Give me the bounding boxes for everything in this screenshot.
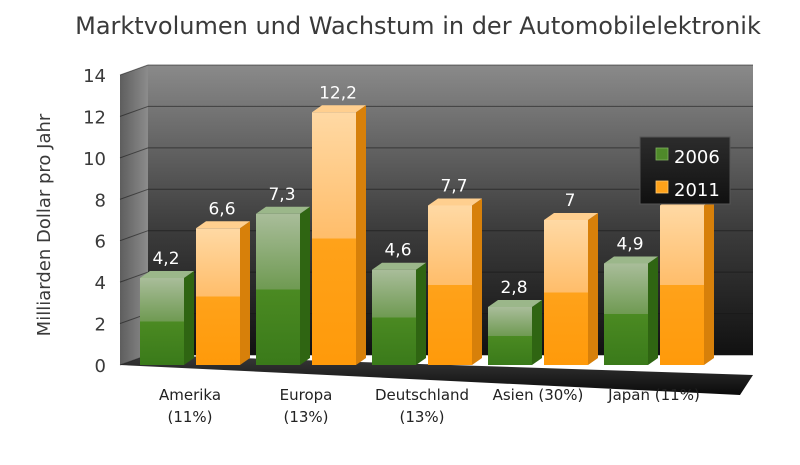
y-axis-ticks: 0 2 4 6 8 10 12 14 <box>83 66 106 377</box>
bar-2011 <box>196 228 240 365</box>
y-axis-label: Milliarden Dollar pro Jahr <box>34 113 55 336</box>
bar-2006 <box>140 278 184 365</box>
y-tick-label: 10 <box>83 149 106 170</box>
bar-2006 <box>256 213 300 365</box>
legend-label-2006: 2006 <box>674 147 720 168</box>
chart-title: Marktvolumen und Wachstum in der Automob… <box>75 12 761 40</box>
data-label-2011: 12,2 <box>319 83 357 103</box>
gridline-side <box>119 64 149 76</box>
bar-2011 <box>312 112 356 366</box>
y-tick-label: 6 <box>95 232 106 253</box>
bar-side-2006 <box>300 206 310 365</box>
bar-top-2006 <box>604 256 658 264</box>
bar-2006 <box>372 269 416 365</box>
bar-side-2011 <box>704 198 714 365</box>
bar-top-2011 <box>428 198 482 206</box>
bar-side-2011 <box>356 105 366 366</box>
legend-swatch-2011 <box>655 180 669 194</box>
data-label-2006: 4,9 <box>616 235 643 255</box>
data-label-2006: 4,6 <box>384 241 411 261</box>
bar-side-2006 <box>532 300 542 365</box>
y-tick-label: 0 <box>95 356 106 377</box>
y-tick-label: 4 <box>95 273 106 294</box>
y-tick-label: 12 <box>83 107 106 128</box>
bar-top-2006 <box>256 206 310 214</box>
bar-top-2006 <box>488 300 542 307</box>
data-label-2006: 7,3 <box>268 185 295 205</box>
x-tick-label: Japan (11%) <box>607 386 700 404</box>
x-tick-label: (13%) <box>283 408 328 426</box>
bar-2011 <box>660 205 704 365</box>
bar-side-2006 <box>416 262 426 365</box>
data-label-2006: 2,8 <box>500 278 527 298</box>
x-tick-label: Asien (30%) <box>493 386 584 404</box>
data-label-2011: 6,6 <box>208 199 235 219</box>
bar-side-2011 <box>588 213 598 365</box>
gridline-side <box>119 188 149 200</box>
x-tick-label: Europa <box>280 386 333 404</box>
gridline-side <box>119 105 149 117</box>
bar-2006 <box>488 307 532 365</box>
bar-2011 <box>544 220 588 365</box>
legend-background <box>639 136 731 205</box>
y-tick-label: 14 <box>83 66 106 87</box>
y-tick-label: 8 <box>95 190 106 211</box>
data-label-2011: 7 <box>565 191 576 211</box>
gridline-side <box>119 271 149 283</box>
x-tick-label: (11%) <box>167 408 212 426</box>
bar-top-2011 <box>544 213 598 220</box>
legend: 2006 2011 <box>639 136 731 205</box>
gridline-side <box>119 147 149 159</box>
x-tick-label: Deutschland <box>375 386 469 404</box>
data-label-2011: 7,7 <box>440 177 467 197</box>
bar-side-2006 <box>184 271 194 365</box>
bar-top-2011 <box>312 105 366 113</box>
bar-top-2006 <box>140 271 194 278</box>
bar-top-2011 <box>196 221 250 229</box>
y-tick-label: 2 <box>95 315 106 336</box>
x-tick-label: Amerika <box>159 386 221 404</box>
data-label-2006: 4,2 <box>152 249 179 269</box>
gridline-side <box>119 230 149 242</box>
legend-label-2011: 2011 <box>674 180 720 201</box>
x-axis-labels: Amerika (11%) Europa (13%) Deutschland (13%) A… <box>159 386 700 426</box>
x-tick-label: (13%) <box>399 408 444 426</box>
bar-side-2006 <box>648 256 658 365</box>
bar-2011 <box>428 205 472 365</box>
bar-top-2006 <box>372 262 426 270</box>
bar-side-2011 <box>472 198 482 365</box>
bar-side-2011 <box>240 221 250 365</box>
legend-swatch-2006 <box>655 147 669 161</box>
bars <box>140 105 714 366</box>
bar-2006 <box>604 263 648 365</box>
